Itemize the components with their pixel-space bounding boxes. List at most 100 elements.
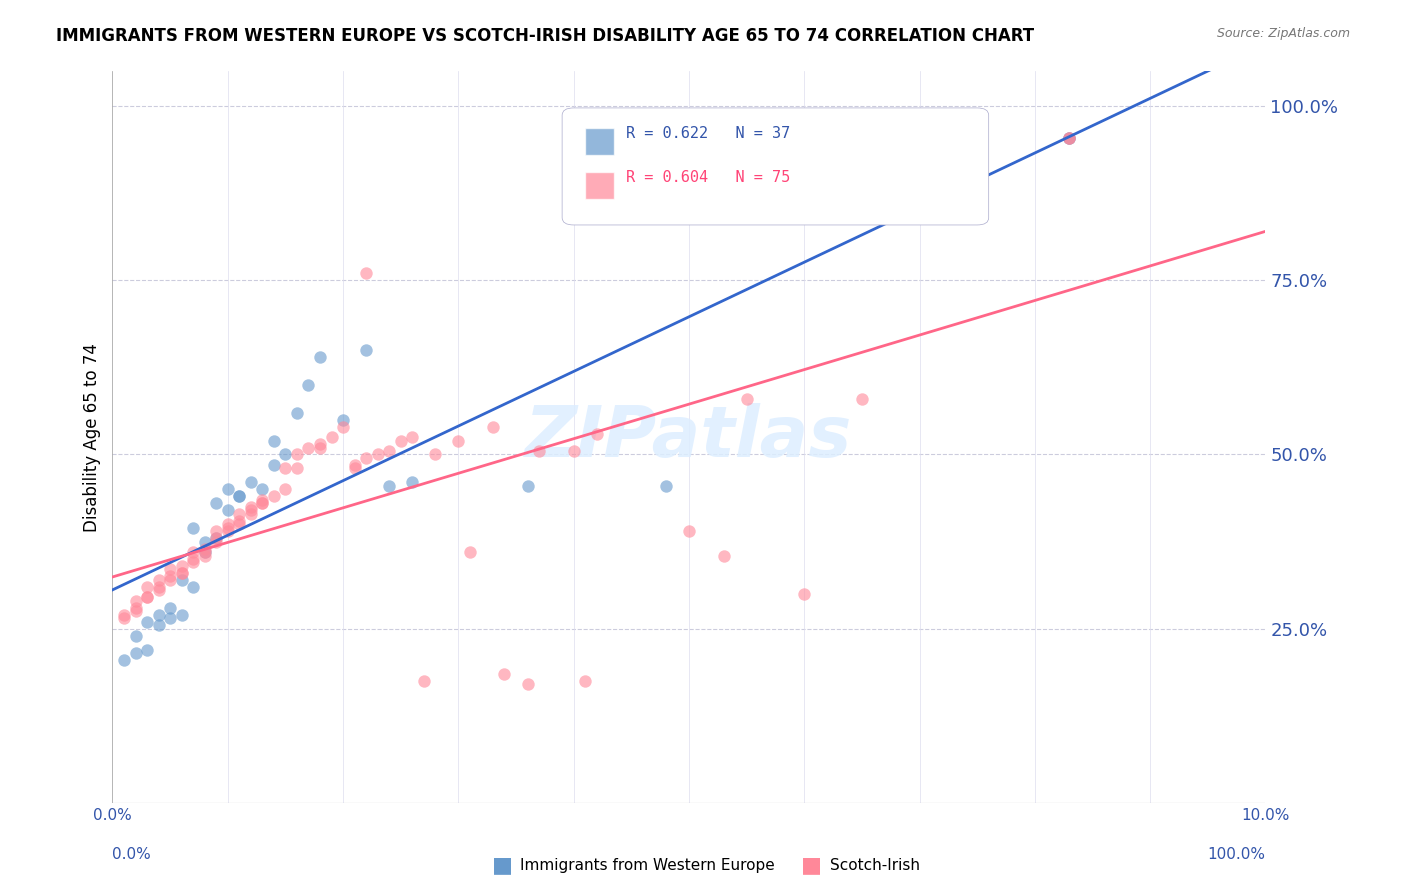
Point: [228, 514, 250, 528]
Point: [447, 434, 470, 448]
Point: [1059, 130, 1081, 145]
Point: [367, 448, 389, 462]
Point: [148, 573, 170, 587]
Point: [148, 583, 170, 598]
Point: [1059, 130, 1081, 145]
Text: ZIPatlas: ZIPatlas: [526, 402, 852, 472]
Point: [354, 450, 377, 465]
Point: [194, 534, 217, 549]
Text: Source: ZipAtlas.com: Source: ZipAtlas.com: [1216, 27, 1350, 40]
Text: Scotch-Irish: Scotch-Irish: [830, 858, 920, 872]
Point: [124, 600, 146, 615]
Point: [136, 591, 159, 605]
Point: [124, 594, 146, 608]
Text: 100.0%: 100.0%: [1208, 847, 1265, 862]
Point: [389, 434, 412, 448]
Point: [239, 475, 262, 490]
Point: [285, 448, 308, 462]
Point: [170, 573, 193, 587]
Point: [263, 458, 285, 472]
Point: [263, 489, 285, 503]
Point: [252, 483, 274, 497]
Point: [205, 524, 228, 538]
Point: [136, 642, 159, 657]
Point: [239, 507, 262, 521]
Point: [239, 503, 262, 517]
Point: [217, 517, 239, 532]
Point: [205, 531, 228, 545]
Text: Immigrants from Western Europe: Immigrants from Western Europe: [520, 858, 775, 872]
Point: [1059, 130, 1081, 145]
Point: [170, 607, 193, 622]
Point: [159, 569, 181, 583]
Point: [562, 444, 585, 458]
Point: [148, 580, 170, 594]
Point: [343, 461, 366, 475]
Point: [252, 492, 274, 507]
Point: [274, 461, 297, 475]
Point: [378, 479, 401, 493]
Point: [527, 444, 550, 458]
Point: [516, 677, 538, 691]
Point: [851, 392, 873, 406]
Text: ■: ■: [492, 855, 513, 875]
Point: [343, 458, 366, 472]
Point: [228, 517, 250, 532]
Point: [194, 545, 217, 559]
Point: [401, 430, 423, 444]
Point: [285, 461, 308, 475]
Point: [655, 479, 678, 493]
Point: [194, 549, 217, 563]
Point: [124, 604, 146, 618]
Point: [285, 406, 308, 420]
Point: [181, 552, 204, 566]
Point: [297, 441, 319, 455]
Point: [217, 483, 239, 497]
Point: [274, 448, 297, 462]
Point: [735, 392, 758, 406]
Point: [228, 489, 250, 503]
Point: [1059, 130, 1081, 145]
Point: [205, 496, 228, 510]
Point: [494, 667, 516, 681]
Point: [309, 441, 332, 455]
Point: [112, 607, 135, 622]
FancyBboxPatch shape: [562, 108, 988, 225]
Point: [482, 419, 505, 434]
Point: [321, 430, 343, 444]
Point: [181, 580, 204, 594]
Point: [516, 479, 538, 493]
Point: [309, 350, 332, 364]
Point: [170, 566, 193, 580]
Point: [274, 483, 297, 497]
Point: [136, 580, 159, 594]
Point: [678, 524, 700, 538]
Point: [112, 653, 135, 667]
Point: [228, 507, 250, 521]
Point: [112, 611, 135, 625]
Point: [263, 434, 285, 448]
Point: [713, 549, 735, 563]
Point: [159, 600, 181, 615]
Point: [194, 541, 217, 556]
Point: [354, 266, 377, 280]
Text: ■: ■: [801, 855, 823, 875]
Point: [239, 500, 262, 514]
Point: [159, 562, 181, 576]
Point: [170, 558, 193, 573]
Point: [148, 607, 170, 622]
Point: [217, 503, 239, 517]
Text: 0.0%: 0.0%: [112, 847, 152, 862]
Text: R = 0.622   N = 37: R = 0.622 N = 37: [626, 126, 790, 141]
Point: [159, 611, 181, 625]
Point: [297, 377, 319, 392]
Point: [252, 496, 274, 510]
Y-axis label: Disability Age 65 to 74: Disability Age 65 to 74: [83, 343, 101, 532]
Point: [194, 545, 217, 559]
Point: [412, 673, 434, 688]
Point: [585, 426, 607, 441]
Point: [793, 587, 815, 601]
Point: [124, 629, 146, 643]
Point: [354, 343, 377, 357]
Text: R = 0.604   N = 75: R = 0.604 N = 75: [626, 169, 790, 185]
